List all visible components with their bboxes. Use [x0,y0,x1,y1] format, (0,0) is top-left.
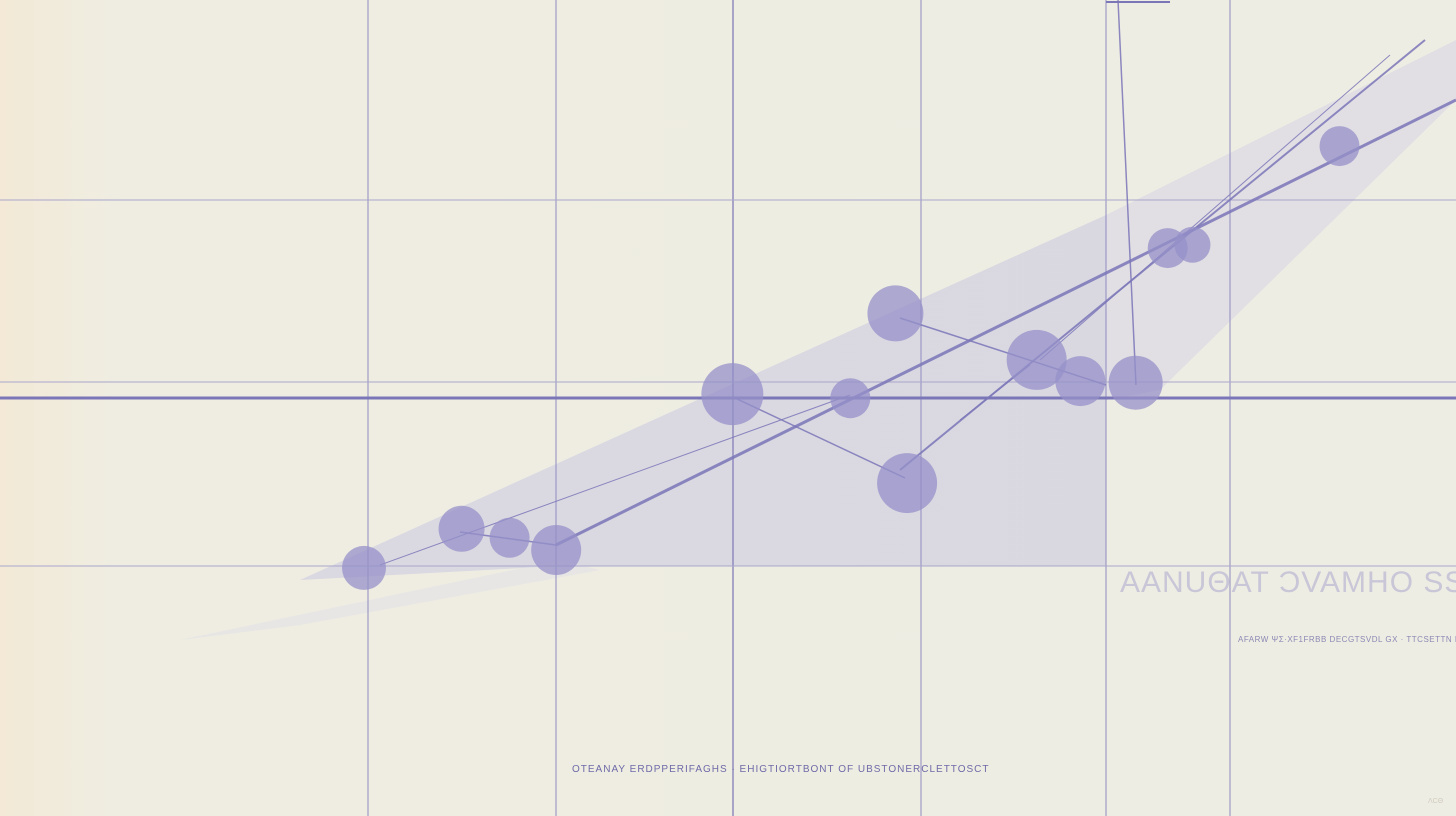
corner-mark: ΛCΘ [1428,798,1444,805]
data-point [1055,356,1106,407]
trend-line [555,98,1456,547]
data-point [342,545,386,590]
data-point [438,505,485,552]
data-point [1319,126,1360,167]
data-point [867,285,924,342]
data-point [830,378,871,419]
data-point [1174,226,1211,263]
data-point [1108,355,1163,410]
caption: OTEANAY ERDPPERIFAGHS · EHIGTIORTBONT OF… [572,764,990,775]
trend-line [734,397,906,479]
trend-line [1039,54,1391,361]
subtitle: AFARW ΨΣ·XF1FRBB DECGTSVDL GX · TTCSETTN… [1238,635,1456,644]
data-point [877,453,938,514]
confidence-band-tail [180,560,600,640]
trend-line [1117,0,1137,386]
data-point [701,363,764,426]
confidence-band-upper [1106,40,1456,400]
watermark-title: AANUΘAT ƆVAMHO SS [1120,566,1456,599]
data-point [531,524,582,575]
data-point [1006,329,1067,390]
data-point [489,517,530,558]
